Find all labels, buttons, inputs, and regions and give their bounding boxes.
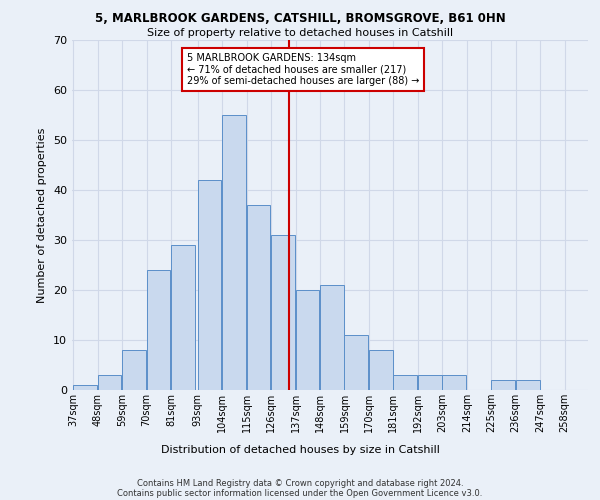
Text: 5 MARLBROOK GARDENS: 134sqm
← 71% of detached houses are smaller (217)
29% of se: 5 MARLBROOK GARDENS: 134sqm ← 71% of det… [187, 52, 419, 86]
Text: 5, MARLBROOK GARDENS, CATSHILL, BROMSGROVE, B61 0HN: 5, MARLBROOK GARDENS, CATSHILL, BROMSGRO… [95, 12, 505, 26]
Bar [369, 350, 393, 390]
Bar [344, 335, 368, 390]
Text: Contains public sector information licensed under the Open Government Licence v3: Contains public sector information licen… [118, 488, 482, 498]
Bar [320, 285, 344, 390]
Bar [73, 385, 97, 390]
Bar [296, 290, 319, 390]
Y-axis label: Number of detached properties: Number of detached properties [37, 128, 47, 302]
Text: Distribution of detached houses by size in Catshill: Distribution of detached houses by size … [161, 445, 439, 455]
Text: Size of property relative to detached houses in Catshill: Size of property relative to detached ho… [147, 28, 453, 38]
Bar [222, 115, 246, 390]
Bar [418, 375, 442, 390]
Bar [516, 380, 539, 390]
Bar [171, 245, 195, 390]
Bar [247, 205, 271, 390]
Text: Contains HM Land Registry data © Crown copyright and database right 2024.: Contains HM Land Registry data © Crown c… [137, 478, 463, 488]
Bar [122, 350, 146, 390]
Bar [98, 375, 121, 390]
Bar [146, 270, 170, 390]
Bar [442, 375, 466, 390]
Bar [394, 375, 417, 390]
Bar [197, 180, 221, 390]
Bar [491, 380, 515, 390]
Bar [271, 235, 295, 390]
